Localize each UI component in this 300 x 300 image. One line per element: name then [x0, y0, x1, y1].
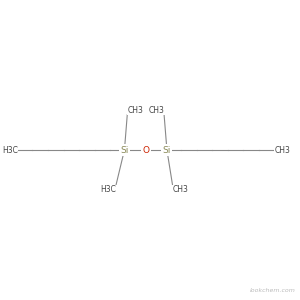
Text: H3C: H3C: [2, 146, 18, 154]
Text: CH3: CH3: [274, 146, 290, 154]
Text: lookchem.com: lookchem.com: [250, 288, 296, 293]
Text: CH3: CH3: [148, 106, 164, 115]
Text: H3C: H3C: [100, 185, 116, 194]
Text: O: O: [142, 146, 149, 154]
Text: Si: Si: [163, 146, 171, 154]
Text: CH3: CH3: [172, 185, 188, 194]
Text: CH3: CH3: [127, 106, 143, 115]
Text: Si: Si: [120, 146, 129, 154]
